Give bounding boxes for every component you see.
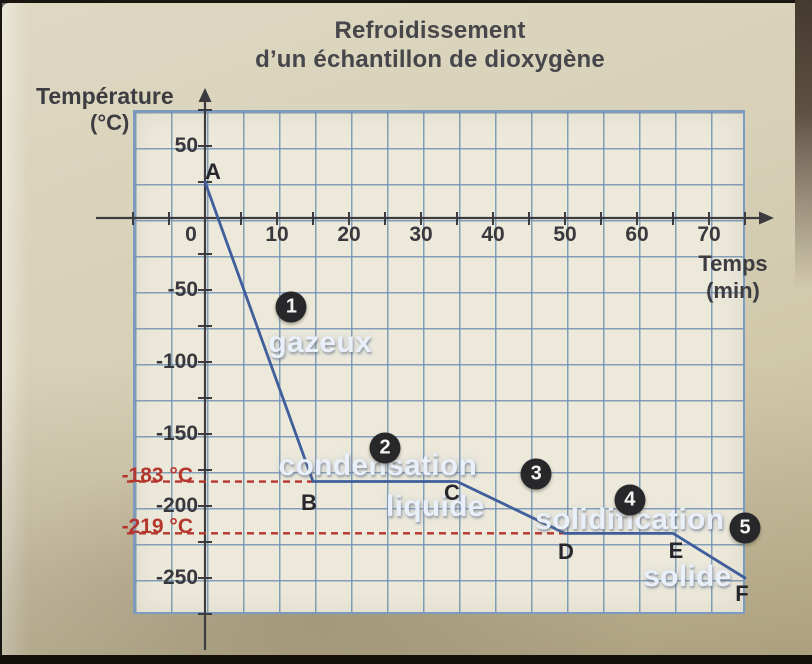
point-label-F: F bbox=[735, 581, 749, 606]
y-axis-unit: (°C) bbox=[90, 110, 130, 135]
step-badge-1: 1 bbox=[275, 291, 307, 323]
x-tick-label-10: 10 bbox=[265, 223, 289, 246]
chart-grid bbox=[133, 110, 745, 614]
y-tick-label--100: -100 bbox=[155, 350, 198, 373]
point-label-E: E bbox=[668, 538, 684, 564]
y-tick-label-50: 50 bbox=[174, 134, 198, 157]
x-tick-label-50: 50 bbox=[553, 223, 577, 246]
x-tick-label-70: 70 bbox=[697, 223, 721, 246]
phase-label-solide: solide bbox=[643, 559, 732, 593]
step-badge-2: 2 bbox=[369, 432, 401, 464]
x-tick-label-40: 40 bbox=[481, 223, 505, 246]
point-label-A: A bbox=[205, 159, 221, 184]
x-tick-label-20: 20 bbox=[337, 223, 361, 246]
photo-background-bottom bbox=[0, 655, 812, 664]
phase-label-liquide: liquide bbox=[386, 490, 485, 524]
y-axis-title: Température bbox=[36, 83, 174, 109]
step-badge-5: 5 bbox=[729, 512, 761, 544]
ref-label--183°C: -183 °C bbox=[121, 463, 193, 487]
photo-background-right bbox=[795, 0, 812, 664]
x-tick-label-60: 60 bbox=[625, 223, 649, 246]
y-tick-label--150: -150 bbox=[155, 422, 198, 445]
chart-title: Refroidissement d’un échantillon de diox… bbox=[170, 16, 690, 74]
phase-label-gazeux: gazeux bbox=[268, 326, 372, 360]
x-axis-title: Temps bbox=[698, 251, 768, 276]
point-label-B: B bbox=[301, 489, 317, 515]
x-axis-title-box: Temps (min) bbox=[694, 250, 772, 304]
y-tick-label--200: -200 bbox=[155, 494, 198, 517]
ref-label--219°C: -219 °C bbox=[121, 515, 193, 539]
chart-title-line1: Refroidissement bbox=[334, 17, 526, 44]
step-badge-4: 4 bbox=[614, 484, 646, 516]
step-badge-3: 3 bbox=[520, 458, 552, 490]
x-tick-label-0: 0 bbox=[185, 223, 197, 246]
point-label-C: C bbox=[444, 479, 460, 505]
y-tick-label--250: -250 bbox=[155, 566, 198, 589]
x-axis-unit: (min) bbox=[706, 278, 760, 303]
point-label-D: D bbox=[558, 539, 574, 565]
x-tick-label-30: 30 bbox=[409, 223, 433, 246]
chart-title-line2: d’un échantillon de dioxygène bbox=[255, 46, 605, 73]
y-tick-label--50: -50 bbox=[167, 278, 198, 301]
paper-edge-highlight bbox=[2, 3, 28, 657]
